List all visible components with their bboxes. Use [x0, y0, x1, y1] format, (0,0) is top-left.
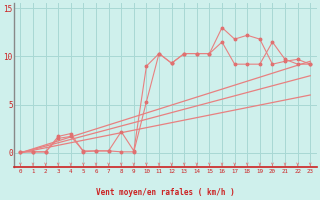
X-axis label: Vent moyen/en rafales ( km/h ): Vent moyen/en rafales ( km/h )	[96, 188, 235, 197]
